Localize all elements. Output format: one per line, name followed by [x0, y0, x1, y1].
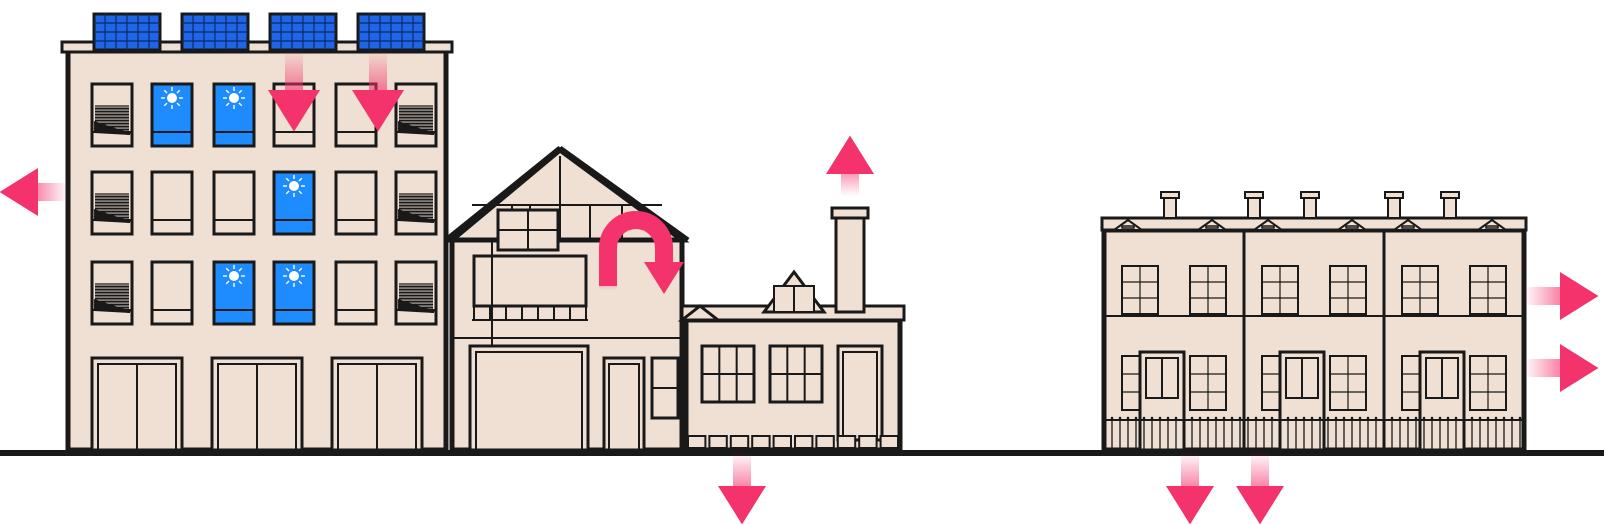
window-lit	[152, 84, 192, 146]
gable-house	[446, 148, 688, 450]
door	[838, 346, 882, 440]
lightbulb-icon	[229, 93, 239, 103]
solar-panel-icon	[270, 14, 336, 50]
lightbulb-icon	[289, 271, 299, 281]
chimney	[836, 216, 864, 312]
flow-arrow-export-r2	[1524, 344, 1598, 392]
window	[152, 172, 192, 234]
lightbulb-icon	[229, 271, 239, 281]
chimney	[1388, 196, 1400, 218]
window-lit	[274, 262, 314, 324]
garage-door	[470, 346, 588, 450]
window	[336, 172, 376, 234]
solar-panel-icon	[94, 14, 160, 50]
window	[152, 262, 192, 324]
window	[336, 262, 376, 324]
apartment-building	[62, 14, 452, 450]
door	[92, 358, 182, 450]
window	[214, 172, 254, 234]
solar-panel-icon	[358, 14, 424, 50]
energy-flow-diagram	[0, 0, 1604, 524]
flow-arrow-ground-2	[1166, 452, 1214, 524]
chimney	[1444, 196, 1456, 218]
door	[332, 358, 422, 450]
door	[212, 358, 302, 450]
townhouse-row	[1102, 192, 1526, 450]
flow-arrow-export-r1	[1524, 272, 1598, 320]
chimney	[1304, 196, 1316, 218]
lightbulb-icon	[167, 93, 177, 103]
flow-arrow-chimney-up	[826, 136, 874, 196]
window-lit	[274, 172, 314, 234]
lightbulb-icon	[289, 181, 299, 191]
flow-arrow-export-left	[0, 168, 68, 216]
solar-panel-icon	[182, 14, 248, 50]
chimney	[1248, 196, 1260, 218]
cottage	[682, 208, 904, 450]
window-lit	[214, 84, 254, 146]
flow-arrow-ground-1	[718, 452, 766, 524]
flow-arrow-ground-3	[1236, 452, 1284, 524]
window-lit	[214, 262, 254, 324]
chimney	[1164, 196, 1176, 218]
